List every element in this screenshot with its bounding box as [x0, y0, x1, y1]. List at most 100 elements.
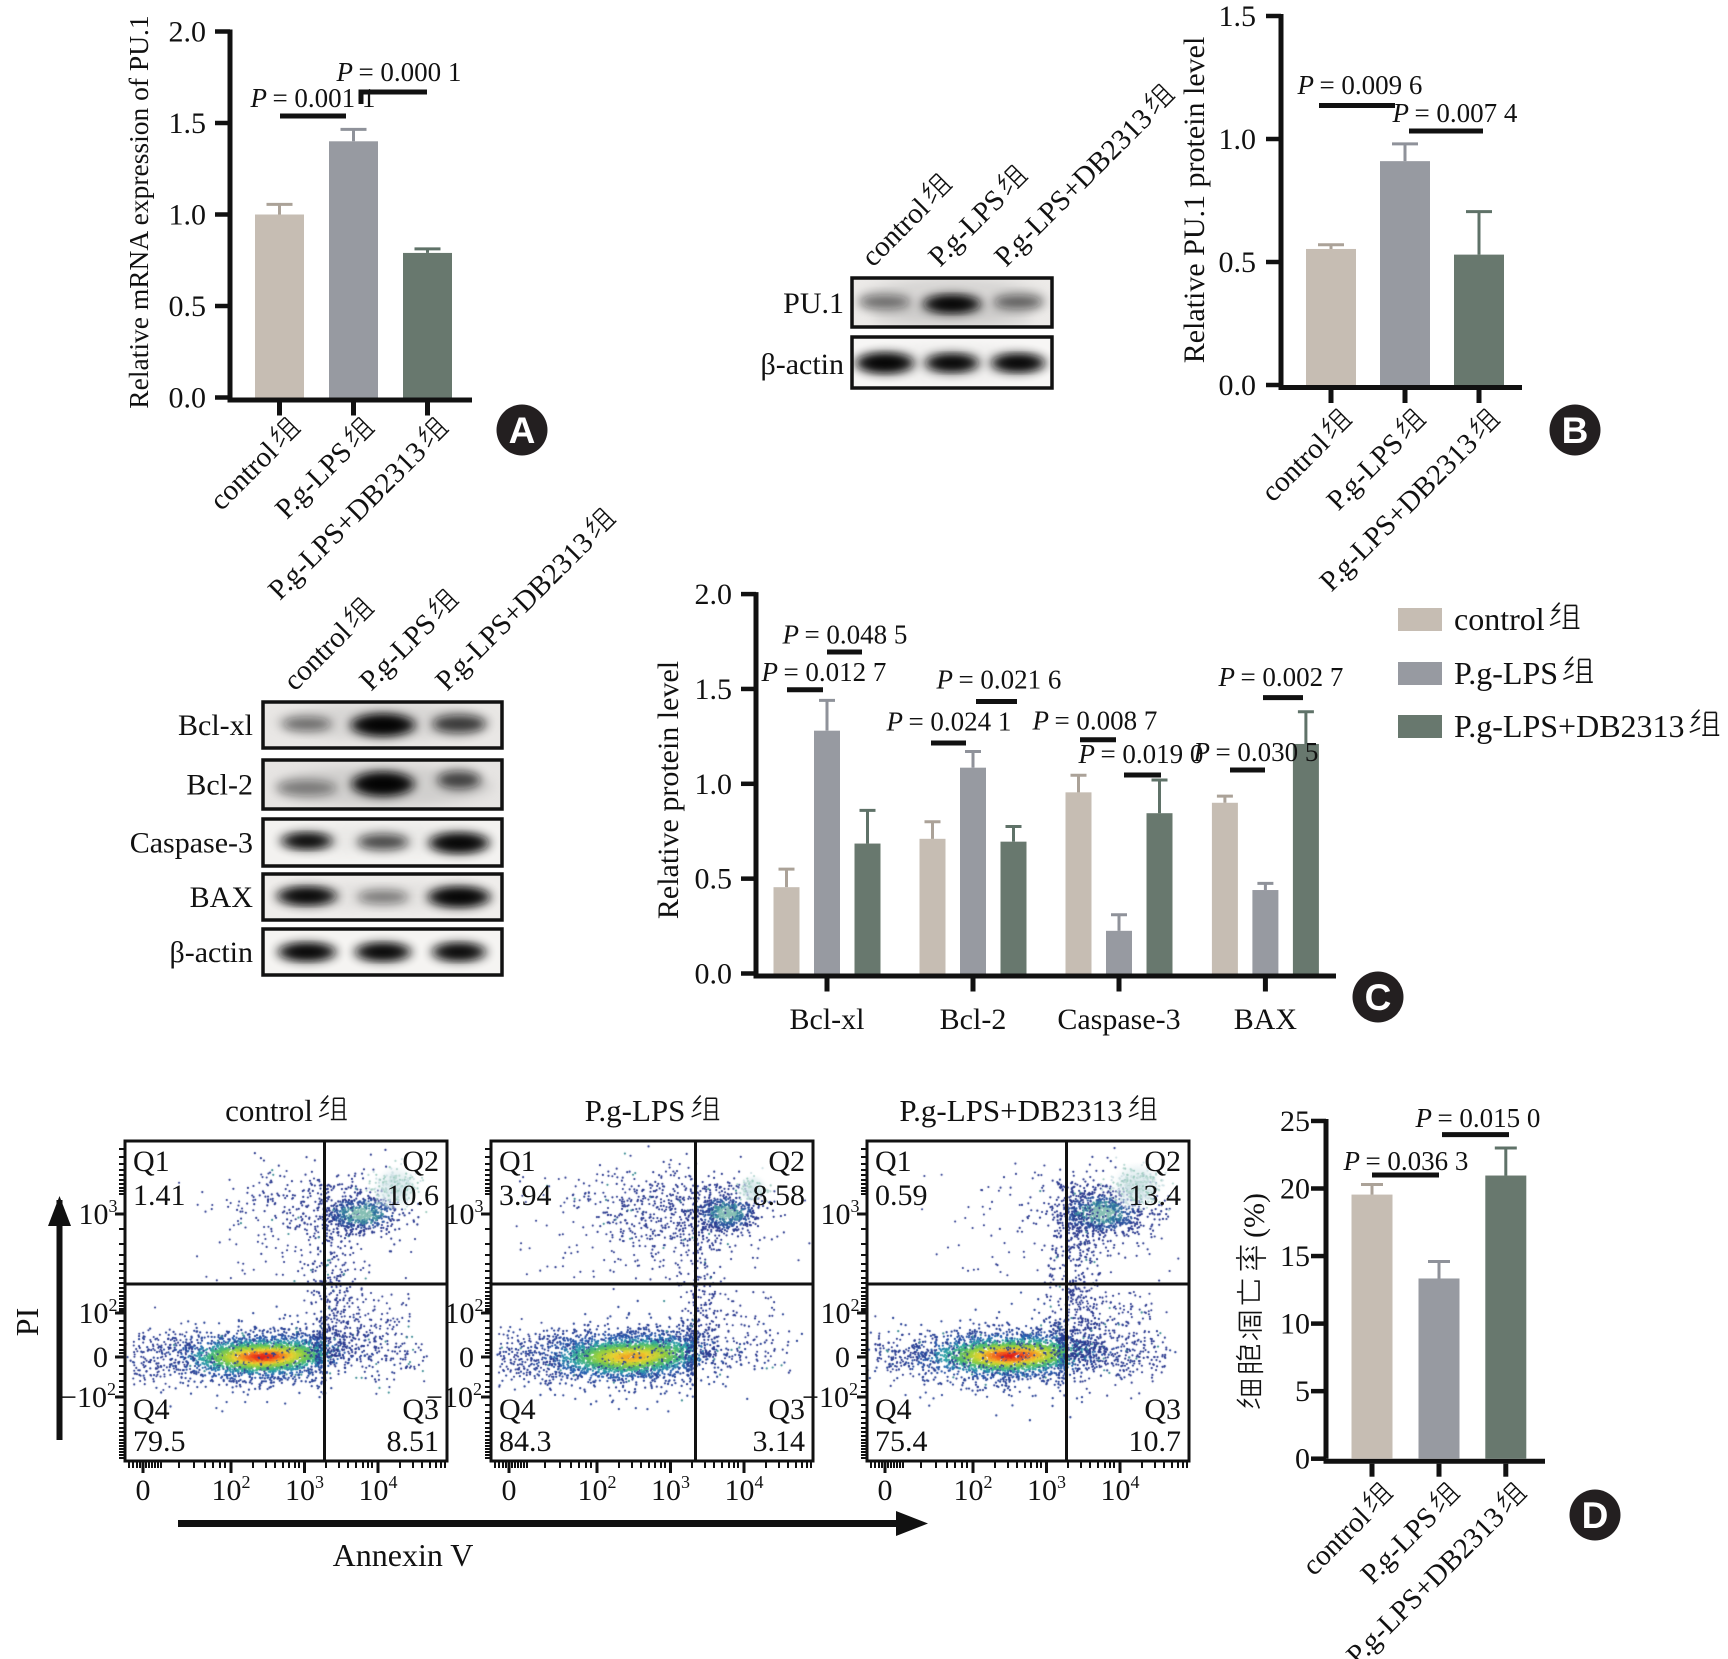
svg-text:102: 102: [212, 1472, 251, 1507]
svg-text:103: 103: [445, 1196, 484, 1231]
svg-text:0.0: 0.0: [1219, 369, 1257, 402]
svg-text:P = 0.002 7: P = 0.002 7: [1218, 662, 1344, 692]
svg-text:1.5: 1.5: [1219, 0, 1257, 33]
svg-text:P = 0.024 1: P = 0.024 1: [886, 707, 1012, 737]
svg-text:Q3: Q3: [768, 1393, 805, 1426]
svg-text:104: 104: [725, 1472, 764, 1507]
svg-text:Annexin V: Annexin V: [333, 1537, 474, 1573]
svg-text:Q3: Q3: [402, 1393, 439, 1426]
svg-text:75.4: 75.4: [875, 1425, 928, 1458]
svg-text:13.4: 13.4: [1129, 1179, 1182, 1212]
svg-text:P = 0.012 7: P = 0.012 7: [761, 657, 887, 687]
svg-text:Q2: Q2: [768, 1145, 805, 1178]
svg-text:Q3: Q3: [1144, 1393, 1181, 1426]
svg-text:2.0: 2.0: [695, 578, 733, 611]
svg-text:Relative protein level: Relative protein level: [652, 661, 685, 919]
svg-text:Q2: Q2: [402, 1145, 439, 1178]
svg-text:0.5: 0.5: [1219, 246, 1257, 279]
svg-text:P = 0.019 0: P = 0.019 0: [1078, 739, 1204, 769]
svg-text:P.g-LPS: P.g-LPS: [1454, 655, 1558, 691]
svg-text:P = 0.030 5: P = 0.030 5: [1193, 737, 1319, 767]
svg-text:P.g-LPS: P.g-LPS: [585, 1093, 686, 1128]
svg-text:10.7: 10.7: [1129, 1425, 1182, 1458]
svg-text:Q1: Q1: [133, 1145, 170, 1178]
svg-text:P = 0.007 4: P = 0.007 4: [1392, 98, 1518, 128]
svg-text:0: 0: [835, 1341, 850, 1374]
svg-text:1.0: 1.0: [695, 768, 733, 801]
svg-text:P.g-LPS: P.g-LPS: [353, 608, 442, 697]
svg-text:102: 102: [821, 1295, 860, 1330]
svg-text:3.14: 3.14: [753, 1425, 806, 1458]
svg-text:1.0: 1.0: [169, 199, 207, 232]
svg-text:10.6: 10.6: [387, 1179, 440, 1212]
svg-text:0.0: 0.0: [695, 958, 733, 991]
svg-text:0: 0: [1295, 1443, 1310, 1476]
svg-text:102: 102: [79, 1295, 118, 1330]
svg-text:β-actin: β-actin: [169, 936, 253, 969]
svg-text:1.41: 1.41: [133, 1179, 186, 1212]
svg-text:103: 103: [1027, 1472, 1066, 1507]
svg-text:Q2: Q2: [1144, 1145, 1181, 1178]
svg-text:1.0: 1.0: [1219, 123, 1257, 156]
svg-text:B: B: [1562, 410, 1589, 451]
svg-text:Caspase-3: Caspase-3: [1057, 1003, 1180, 1036]
svg-text:(%): (%): [1238, 1193, 1271, 1238]
svg-text:0.5: 0.5: [169, 290, 207, 323]
svg-text:P = 0.021 6: P = 0.021 6: [936, 665, 1062, 695]
svg-text:104: 104: [359, 1472, 398, 1507]
svg-text:Q4: Q4: [133, 1393, 170, 1426]
svg-text:103: 103: [651, 1472, 690, 1507]
svg-text:10: 10: [1280, 1308, 1310, 1341]
svg-text:Caspase-3: Caspase-3: [130, 827, 253, 860]
svg-text:BAX: BAX: [1234, 1003, 1298, 1036]
svg-text:PU.1: PU.1: [783, 287, 844, 320]
svg-text:Q4: Q4: [875, 1393, 912, 1426]
svg-text:control: control: [277, 616, 358, 697]
svg-text:1.5: 1.5: [169, 107, 207, 140]
svg-text:25: 25: [1280, 1105, 1310, 1138]
svg-text:β-actin: β-actin: [760, 348, 844, 381]
svg-text:P = 0.015 0: P = 0.015 0: [1415, 1103, 1541, 1133]
svg-text:0: 0: [459, 1341, 474, 1374]
svg-text:D: D: [1582, 1495, 1609, 1536]
svg-text:P = 0.048 5: P = 0.048 5: [782, 620, 908, 650]
svg-text:P = 0.000 1: P = 0.000 1: [336, 57, 462, 87]
svg-text:20: 20: [1280, 1173, 1310, 1206]
svg-text:104: 104: [1101, 1472, 1140, 1507]
svg-text:A: A: [509, 410, 536, 451]
svg-text:Bcl-2: Bcl-2: [940, 1003, 1007, 1036]
svg-text:Relative mRNA expression of PU: Relative mRNA expression of PU.1: [123, 15, 154, 408]
svg-text:102: 102: [578, 1472, 617, 1507]
svg-text:Q4: Q4: [499, 1393, 536, 1426]
svg-text:8.51: 8.51: [387, 1425, 440, 1458]
svg-text:102: 102: [445, 1295, 484, 1330]
svg-text:0: 0: [878, 1474, 893, 1507]
svg-text:2.0: 2.0: [169, 16, 207, 49]
svg-text:84.3: 84.3: [499, 1425, 552, 1458]
svg-text:Bcl-2: Bcl-2: [186, 769, 253, 802]
svg-text:103: 103: [79, 1196, 118, 1231]
svg-text:P.g-LPS+DB2313: P.g-LPS+DB2313: [1454, 708, 1685, 744]
svg-text:−102: −102: [426, 1379, 482, 1414]
svg-text:0: 0: [93, 1341, 108, 1374]
svg-text:−102: −102: [802, 1379, 858, 1414]
svg-text:1.5: 1.5: [695, 673, 733, 706]
svg-text:Bcl-xl: Bcl-xl: [178, 709, 253, 742]
svg-text:P = 0.009 6: P = 0.009 6: [1297, 70, 1423, 100]
svg-text:0.59: 0.59: [875, 1179, 928, 1212]
svg-text:P = 0.008 7: P = 0.008 7: [1032, 706, 1158, 736]
svg-text:Q1: Q1: [499, 1145, 536, 1178]
svg-text:−102: −102: [60, 1379, 116, 1414]
svg-text:BAX: BAX: [190, 881, 254, 914]
svg-text:79.5: 79.5: [133, 1425, 186, 1458]
svg-text:3.94: 3.94: [499, 1179, 552, 1212]
svg-text:C: C: [1365, 977, 1392, 1018]
svg-text:P = 0.036 3: P = 0.036 3: [1343, 1146, 1469, 1176]
svg-text:102: 102: [954, 1472, 993, 1507]
svg-text:P = 0.001 1: P = 0.001 1: [250, 83, 376, 113]
svg-text:Q1: Q1: [875, 1145, 912, 1178]
svg-text:5: 5: [1295, 1375, 1310, 1408]
svg-text:103: 103: [821, 1196, 860, 1231]
svg-text:Relative PU.1 protein level: Relative PU.1 protein level: [1178, 37, 1211, 364]
svg-text:103: 103: [285, 1472, 324, 1507]
